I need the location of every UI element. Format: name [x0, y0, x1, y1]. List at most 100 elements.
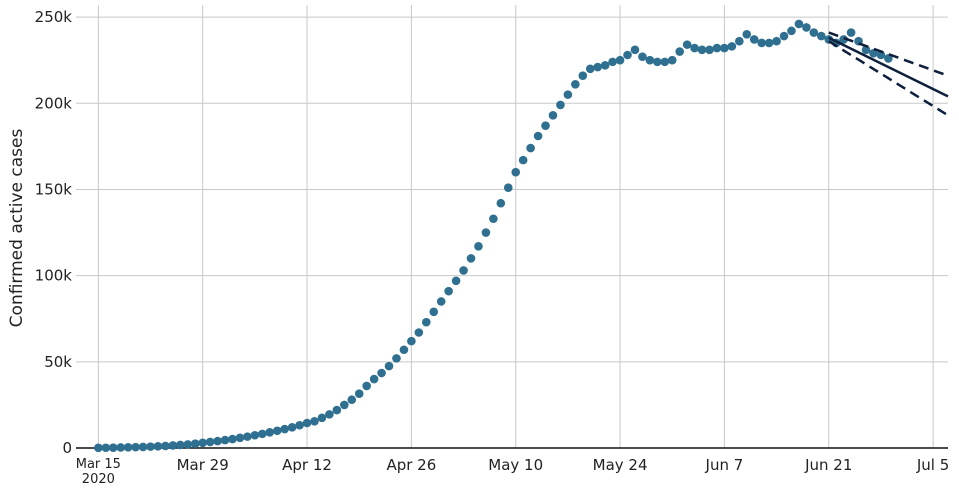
data-point [846, 28, 856, 37]
data-point [444, 286, 453, 296]
data-point [108, 443, 118, 452]
forecast-line [828, 36, 949, 98]
data-point [377, 368, 386, 378]
data-point [697, 45, 707, 55]
data-point [198, 438, 208, 448]
data-point [496, 198, 506, 208]
data-point [630, 45, 640, 55]
data-point [787, 26, 796, 36]
data-point [608, 57, 617, 67]
data-point [116, 443, 126, 452]
data-point [123, 443, 133, 452]
data-point [228, 434, 237, 444]
y-axis-label: Confirmed active cases [7, 129, 27, 328]
x-tick-label: Apr 26 [386, 456, 436, 474]
x-tick-label: Mar 15 2020 [76, 457, 121, 487]
data-point [258, 429, 267, 439]
data-point [421, 317, 431, 327]
data-point [235, 433, 245, 443]
data-point [749, 35, 759, 44]
data-point [712, 43, 722, 53]
data-point [869, 48, 878, 58]
data-point [682, 40, 692, 49]
data-point [101, 443, 111, 453]
data-point [511, 167, 521, 177]
data-point [593, 62, 603, 72]
data-point [533, 131, 543, 141]
data-point [645, 55, 655, 65]
data-point [250, 430, 260, 440]
data-point [794, 19, 804, 29]
forecast-line [828, 40, 949, 117]
data-point [772, 36, 781, 46]
data-point [429, 307, 439, 317]
data-point [884, 54, 893, 63]
data-point [585, 64, 595, 74]
data-point [168, 441, 178, 450]
data-point [742, 30, 752, 39]
data-point [280, 424, 289, 434]
x-tick-label: Jul 5 [916, 456, 949, 474]
data-point [727, 42, 737, 51]
data-point [526, 143, 535, 153]
data-point [615, 55, 625, 65]
data-point [623, 50, 632, 60]
x-tick-label: Mar 29 [177, 456, 229, 474]
data-point [287, 423, 297, 432]
data-point [571, 79, 580, 89]
data-point [466, 254, 476, 263]
data-point [220, 435, 230, 445]
data-point [265, 428, 275, 437]
data-point [474, 242, 483, 251]
data-point [667, 55, 677, 65]
data-point [362, 381, 371, 391]
data-point [384, 361, 394, 371]
data-point [317, 413, 327, 423]
data-point [839, 35, 848, 44]
data-point [563, 90, 573, 99]
data-point [354, 389, 364, 399]
y-tick-label: 0 [62, 439, 72, 457]
x-tick-label: Jun 7 [705, 456, 744, 474]
x-tick-label: Apr 12 [282, 456, 332, 474]
data-point [436, 297, 446, 306]
data-point [757, 38, 766, 48]
data-point [653, 57, 662, 67]
y-tick-label: 100k [35, 267, 73, 285]
data-point [146, 442, 155, 451]
x-tick-label: Jun 21 [804, 456, 852, 474]
data-point [638, 52, 647, 62]
data-point [764, 38, 774, 48]
data-point [541, 121, 550, 130]
data-point [451, 276, 461, 286]
data-point [347, 395, 357, 405]
data-point [325, 410, 334, 419]
data-point [302, 418, 312, 428]
data-point [243, 432, 252, 441]
data-point [809, 28, 819, 37]
data-point [295, 420, 304, 430]
data-point [190, 439, 200, 448]
data-point [503, 183, 513, 193]
data-point [705, 45, 714, 55]
data-point [489, 214, 498, 224]
data-point [720, 43, 729, 53]
data-point [779, 31, 789, 41]
data-point [556, 100, 565, 110]
data-point [675, 47, 684, 56]
y-tick-label: 150k [35, 180, 73, 198]
data-point [578, 71, 588, 80]
data-point [414, 328, 424, 337]
x-tick-label: May 10 [488, 456, 543, 474]
y-tick-label: 250k [35, 8, 73, 26]
data-point [183, 440, 193, 449]
data-point [272, 426, 282, 436]
data-point [481, 228, 491, 237]
data-point [176, 440, 185, 450]
data-point [690, 43, 699, 53]
y-tick-label: 50k [44, 353, 72, 371]
data-point [340, 400, 349, 410]
data-point [816, 31, 826, 41]
data-point [660, 57, 670, 67]
data-point [399, 345, 409, 355]
